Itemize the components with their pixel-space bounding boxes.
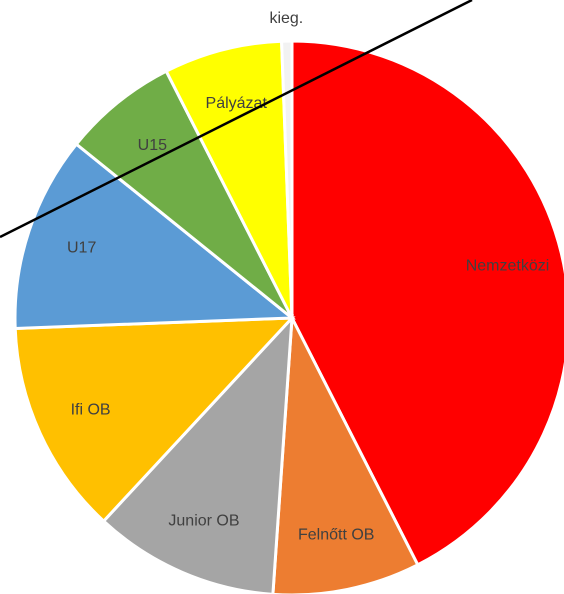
slice <box>164 39 294 319</box>
slice-label: U17 <box>67 239 96 256</box>
slice-label: Felnőtt OB <box>298 526 374 543</box>
slice <box>74 69 294 320</box>
slice <box>101 313 294 594</box>
slice <box>280 39 294 319</box>
slice-label: Nemzetközi <box>466 257 550 274</box>
slice <box>13 142 297 330</box>
drawn-line <box>0 0 473 239</box>
slice <box>271 312 420 594</box>
slice-label: Ifi OB <box>71 402 111 419</box>
slice-label: kieg. <box>269 10 303 27</box>
slice <box>290 39 564 567</box>
slice-label: Pályázat <box>206 95 268 112</box>
slice <box>13 316 296 524</box>
pie <box>13 39 564 594</box>
labels: Nemzetközi Felnőtt OB Junior OB Ifi OB U17 U1… <box>67 10 549 543</box>
slice-label: Junior OB <box>168 513 239 530</box>
slice-label: U15 <box>138 137 167 154</box>
